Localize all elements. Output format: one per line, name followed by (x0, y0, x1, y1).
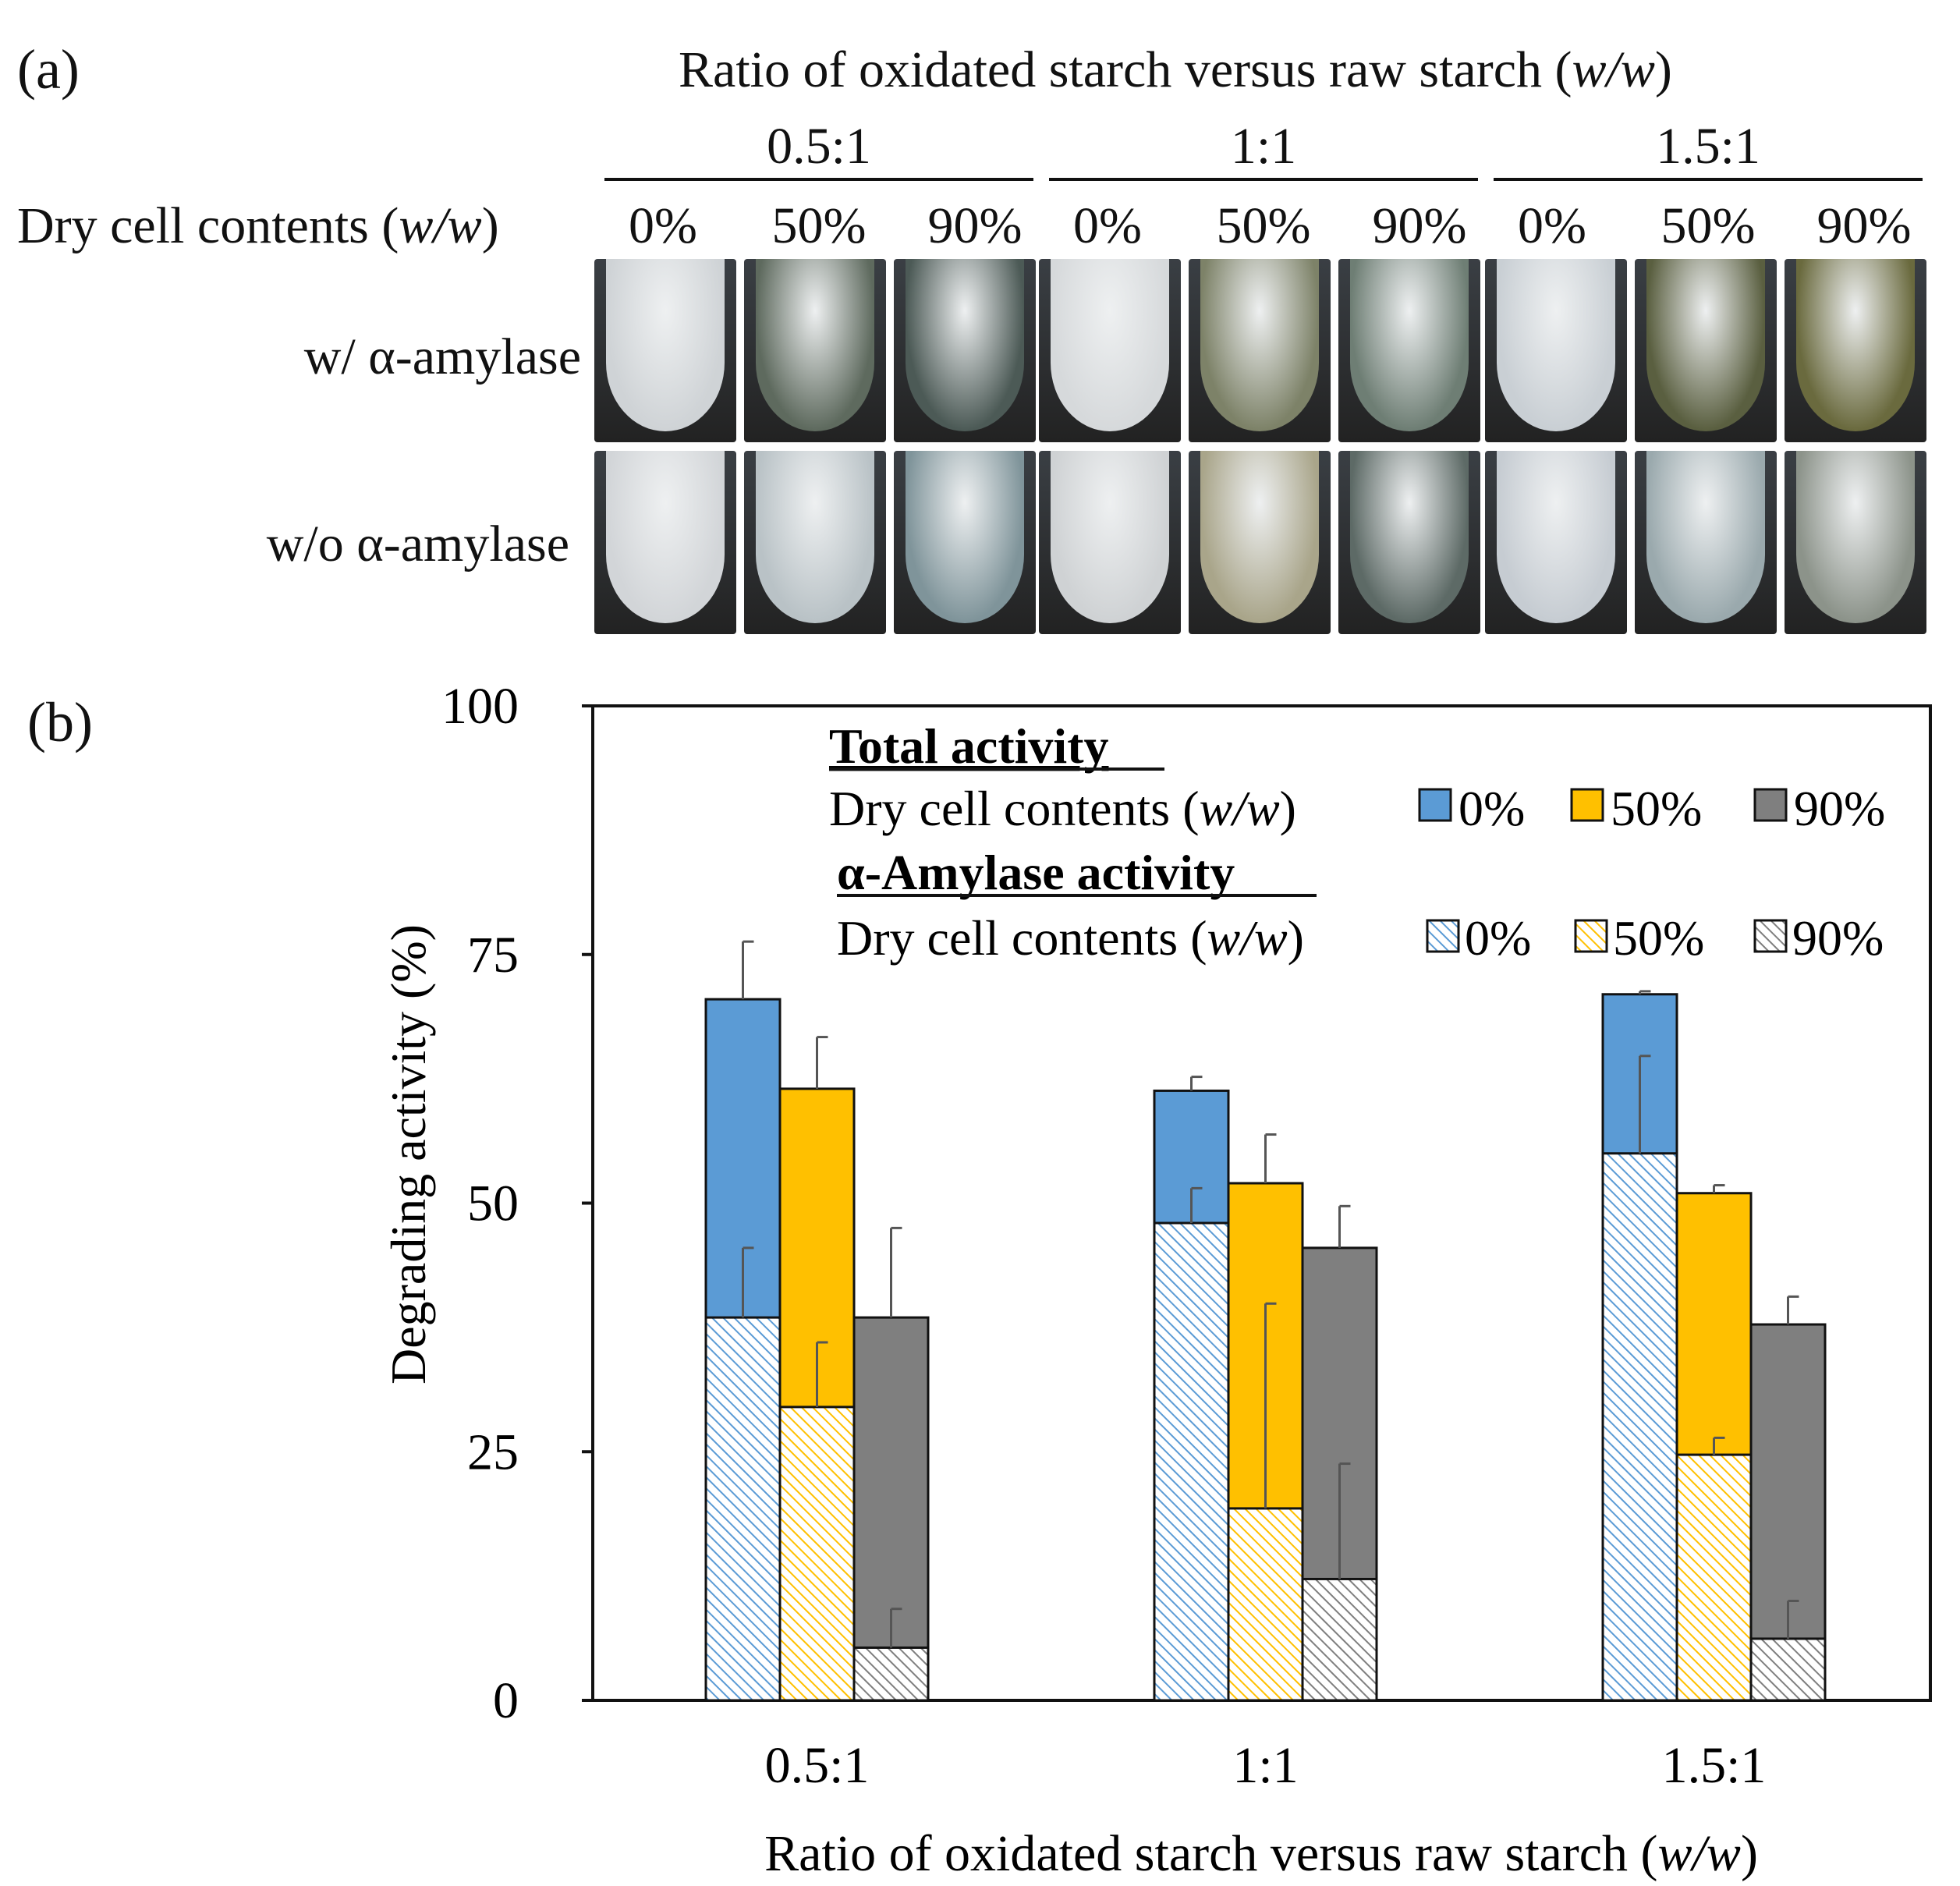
tube-shape (1496, 451, 1616, 623)
x-tick-label: 1.5:1 (1662, 1737, 1767, 1794)
tube-shape (1646, 451, 1766, 623)
row-label-without-amylase: w/o α-amylase (266, 516, 569, 573)
dcc-value: 90% (927, 197, 1023, 254)
tube-photo (1189, 451, 1331, 634)
ratio-underline-3 (1494, 178, 1923, 181)
x-axis-label: Ratio of oxidated starch versus raw star… (764, 1825, 1758, 1882)
tube-shape (1795, 451, 1916, 623)
tube-photo (594, 451, 736, 634)
tube-shape (1349, 451, 1469, 623)
bar-amylase (704, 1316, 782, 1702)
tube-shape (1200, 259, 1320, 431)
tube-shape (1496, 259, 1616, 431)
tube-shape (905, 259, 1025, 431)
tube-shape (605, 451, 725, 623)
tube-photo (1785, 259, 1926, 442)
dcc-label: Dry cell contents (w/w) (17, 197, 499, 254)
bar-amylase (1227, 1507, 1304, 1702)
tube-shape (1795, 259, 1916, 431)
bar-amylase (1749, 1637, 1827, 1702)
tube-shape (605, 259, 725, 431)
legend-total-heading: Total activity (829, 718, 1109, 774)
tube-photo (744, 451, 886, 634)
tube-photo (1189, 259, 1331, 442)
tube-photo (1485, 451, 1627, 634)
dcc-value: 90% (1372, 197, 1467, 254)
legend-swatch-amylase-0 (1426, 919, 1460, 953)
y-axis-label: Degrading activity (%) (381, 924, 436, 1384)
ratio-underline-1 (604, 178, 1033, 181)
legend-swatch-amylase-50 (1574, 919, 1608, 953)
legend-label-amylase-50: 50% (1613, 910, 1704, 966)
dcc-value: 0% (629, 197, 697, 254)
legend-swatch-amylase-90 (1753, 919, 1788, 953)
panel-b-label: (b) (27, 691, 93, 753)
legend-total-row-label: Dry cell contents (w/w) (829, 781, 1296, 836)
x-tick-label: 1:1 (1232, 1737, 1298, 1794)
y-tick-label: 25 (467, 1423, 519, 1480)
row-label-with-amylase: w/ α-amylase (303, 328, 581, 385)
legend-label-total-0: 0% (1458, 781, 1525, 836)
dcc-value: 50% (1216, 197, 1311, 254)
bar-amylase (852, 1646, 930, 1702)
tube-photo (1039, 259, 1181, 442)
tube-shape (905, 451, 1025, 623)
bar-amylase (1601, 1152, 1678, 1702)
y-tick-label: 50 (467, 1175, 519, 1232)
tube-photo (894, 259, 1036, 442)
tube-photo (894, 451, 1036, 634)
tube-shape (1050, 259, 1170, 431)
legend-swatch-total-90 (1753, 788, 1788, 822)
legend-label-amylase-0: 0% (1465, 910, 1531, 966)
y-tick-label: 0 (493, 1672, 519, 1729)
ratio-header-1: 0.5:1 (767, 118, 871, 175)
panel-a-label: (a) (17, 38, 80, 101)
tube-photo (1485, 259, 1627, 442)
dcc-value: 50% (1661, 197, 1756, 254)
dcc-value: 0% (1073, 197, 1142, 254)
x-tick-label: 0.5:1 (765, 1737, 870, 1794)
legend-amylase-heading: α-Amylase activity (837, 845, 1235, 900)
y-tick-label: 100 (441, 678, 519, 735)
tube-photo (1039, 451, 1181, 634)
legend-label-total-90: 90% (1794, 781, 1885, 836)
legend-swatch-total-50 (1570, 788, 1604, 822)
legend-swatch-total-0 (1418, 788, 1452, 822)
tube-shape (1646, 259, 1766, 431)
tube-photo (1635, 259, 1777, 442)
bars-layer (704, 940, 1827, 1702)
y-tick-label: 75 (467, 927, 519, 984)
tube-shape (1200, 451, 1320, 623)
tube-shape (755, 451, 875, 623)
legend: Total activity Dry cell contents (w/w) 0… (829, 718, 1885, 966)
tube-shape (1349, 259, 1469, 431)
tube-photo (1338, 451, 1480, 634)
bar-amylase (1153, 1221, 1230, 1702)
ticks-layer: 0.5:1 1:1 1.5:1 0 25 50 75 100 (441, 678, 1766, 1794)
legend-amylase-row-label: Dry cell contents (w/w) (837, 910, 1304, 966)
panel-a-title: Ratio of oxidated starch versus raw star… (679, 41, 1672, 98)
tube-photo (1338, 259, 1480, 442)
dcc-value: 0% (1518, 197, 1586, 254)
legend-label-total-50: 50% (1611, 781, 1702, 836)
legend-label-amylase-90: 90% (1792, 910, 1884, 966)
ratio-underline-2 (1049, 178, 1478, 181)
tube-photo (1635, 451, 1777, 634)
bar-amylase (778, 1406, 856, 1702)
tube-photo (1785, 451, 1926, 634)
tube-shape (1050, 451, 1170, 623)
bar-amylase (1675, 1453, 1753, 1702)
tube-photo (744, 259, 886, 442)
dcc-value: 90% (1816, 197, 1912, 254)
bar-amylase (1301, 1577, 1378, 1702)
dcc-value: 50% (771, 197, 867, 254)
tube-shape (755, 259, 875, 431)
ratio-header-2: 1:1 (1230, 118, 1297, 175)
tube-photo (594, 259, 736, 442)
ratio-header-3: 1.5:1 (1656, 118, 1760, 175)
